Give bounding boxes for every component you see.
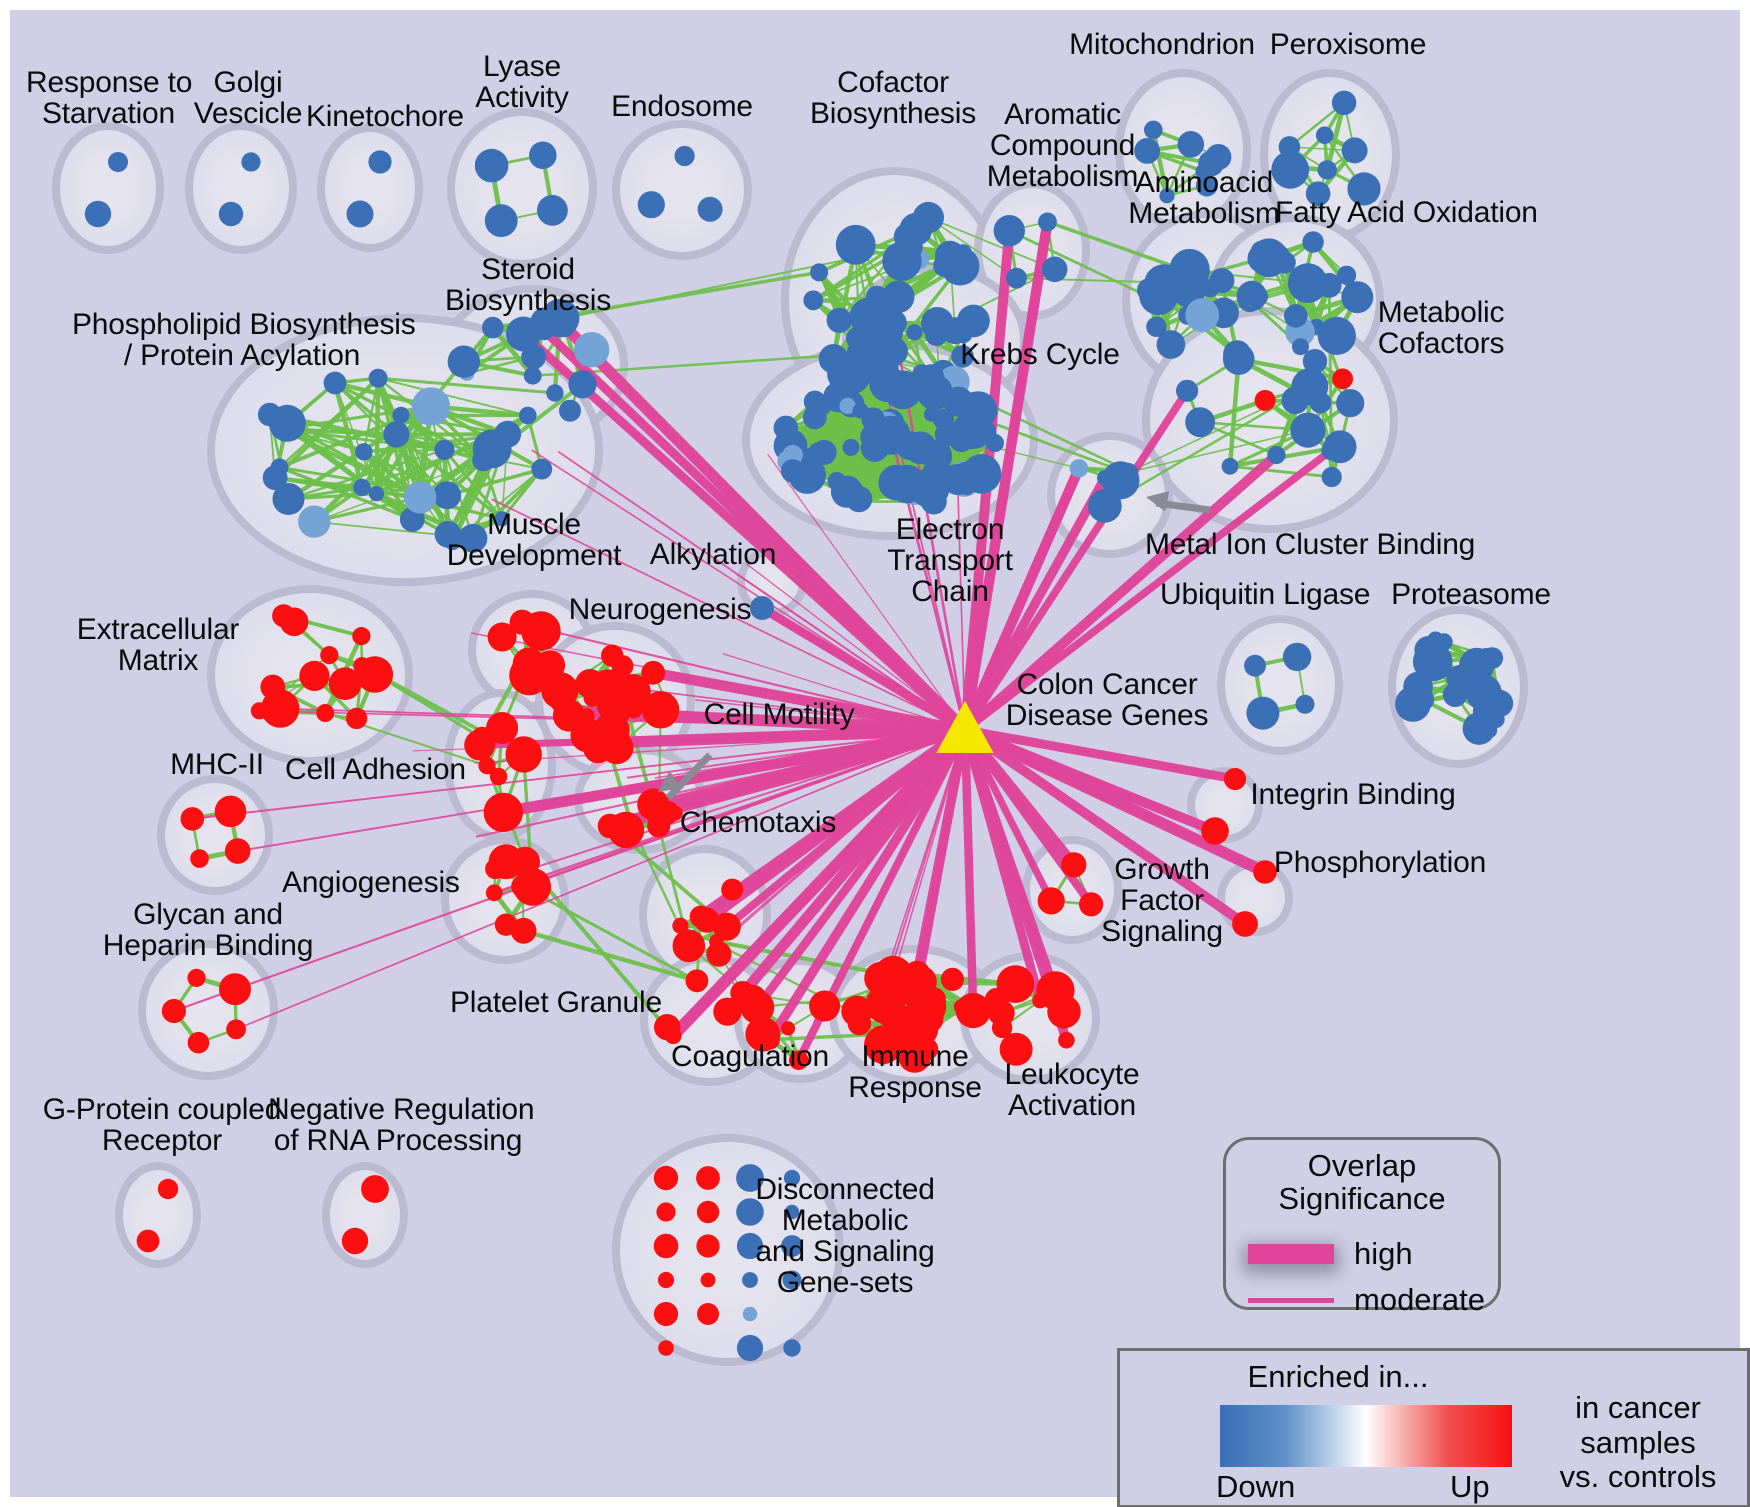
label-aminoacid-metabolism: Aminoacid Metabolism	[1128, 166, 1280, 230]
pink-hub-edges	[173, 221, 1334, 1062]
overlap-high-swatch	[1248, 1244, 1334, 1264]
label-neurogenesis: Neurogenesis	[568, 593, 752, 626]
label-disconnected-genesets: Disconnected Metabolic and Signaling Gene-s…	[755, 1173, 935, 1299]
label-cell-adhesion: Cell Adhesion	[285, 753, 466, 786]
label-immune-response: Immune Response	[848, 1040, 982, 1104]
hub-node-colon-cancer[interactable]	[936, 700, 994, 753]
label-metabolic-cofactors: Metabolic Cofactors	[1377, 296, 1505, 360]
label-krebs-cycle: Krebs Cycle	[960, 338, 1120, 371]
enrichment-side-text: in cancer samples vs. controls	[1559, 1390, 1717, 1495]
label-kinetochore: Kinetochore	[306, 100, 464, 133]
enrichment-down-label: Down	[1216, 1469, 1296, 1504]
label-integrin-binding: Integrin Binding	[1250, 778, 1456, 811]
label-platelet-granule: Platelet Granule	[450, 986, 662, 1019]
label-phospholipid-biosynthesis: Phospholipid Biosynthesis / Protein Acyla…	[72, 308, 416, 372]
network-canvas: Response to Starvation Golgi Vescicle Kine…	[10, 10, 1750, 1507]
label-mhc-ii: MHC-II	[170, 748, 264, 781]
label-steroid-biosynthesis: Steroid Biosynthesis	[444, 253, 611, 317]
enrichment-legend-title: Enriched in...	[1247, 1359, 1429, 1394]
enrichment-up-label: Up	[1450, 1469, 1490, 1504]
network-graph[interactable]	[10, 10, 1740, 1497]
label-aromatic-compound-metabolism: Aromatic Compound Metabolism	[986, 98, 1139, 193]
gene-set-nodes[interactable]	[84, 90, 1514, 1362]
label-mitochondrion: Mitochondrion	[1069, 28, 1255, 61]
overlap-moderate-label: moderate	[1354, 1282, 1485, 1317]
label-coagulation: Coagulation	[671, 1040, 829, 1073]
label-peroxisome: Peroxisome	[1269, 28, 1427, 61]
overlap-significance-legend: Overlap Significance high moderate	[1223, 1137, 1501, 1317]
label-chemotaxis: Chemotaxis	[679, 806, 837, 839]
label-glycan-and-heparin-binding: Glycan and Heparin Binding	[102, 898, 314, 962]
label-angiogenesis: Angiogenesis	[282, 866, 460, 899]
label-cell-motility: Cell Motility	[703, 698, 855, 731]
label-leukocyte-activation: Leukocyte Activation	[1004, 1058, 1140, 1122]
enrichment-color-gradient	[1220, 1405, 1512, 1467]
label-fatty-acid-oxidation: Fatty Acid Oxidation	[1275, 196, 1538, 229]
annotation-arrows	[658, 491, 1211, 801]
overlap-moderate-swatch	[1248, 1297, 1334, 1303]
label-negative-regulation-rna: Negative Regulation of RNA Processing	[268, 1093, 535, 1157]
label-colon-cancer-disease-genes: Colon Cancer Disease Genes	[1005, 668, 1209, 732]
label-alkylation: Alkylation	[649, 538, 777, 571]
overlap-legend-high-row: high	[1248, 1236, 1520, 1272]
overlap-legend-title: Overlap Significance	[1278, 1148, 1446, 1216]
label-cofactor-biosynthesis: Cofactor Biosynthesis	[809, 66, 976, 130]
label-g-protein-coupled-receptor: G-Protein coupled Receptor	[42, 1093, 282, 1157]
overlap-high-label: high	[1354, 1236, 1413, 1271]
label-muscle-development: Muscle Development	[446, 508, 622, 572]
label-ubiquitin-ligase: Ubiquitin Ligase	[1160, 578, 1371, 611]
label-lyase-activity: Lyase Activity	[475, 50, 569, 114]
overlap-legend-moderate-row: moderate	[1248, 1282, 1520, 1318]
label-response-to-starvation: Response to Starvation	[26, 66, 193, 130]
label-electron-transport-chain: Electron Transport Chain	[887, 513, 1013, 608]
label-golgi-vescicle: Golgi Vescicle	[193, 66, 303, 130]
label-extracellular-matrix: Extracellular Matrix	[76, 613, 240, 677]
label-growth-factor-signaling: Growth Factor Signaling	[1101, 853, 1223, 948]
label-endosome: Endosome	[611, 90, 753, 123]
label-phosphorylation: Phosphorylation	[1273, 846, 1487, 879]
label-proteasome: Proteasome	[1391, 578, 1551, 611]
label-metal-ion-cluster-binding: Metal Ion Cluster Binding	[1145, 528, 1476, 561]
enrichment-legend: Enriched in... Down Up in cancer samples v…	[1117, 1348, 1750, 1507]
